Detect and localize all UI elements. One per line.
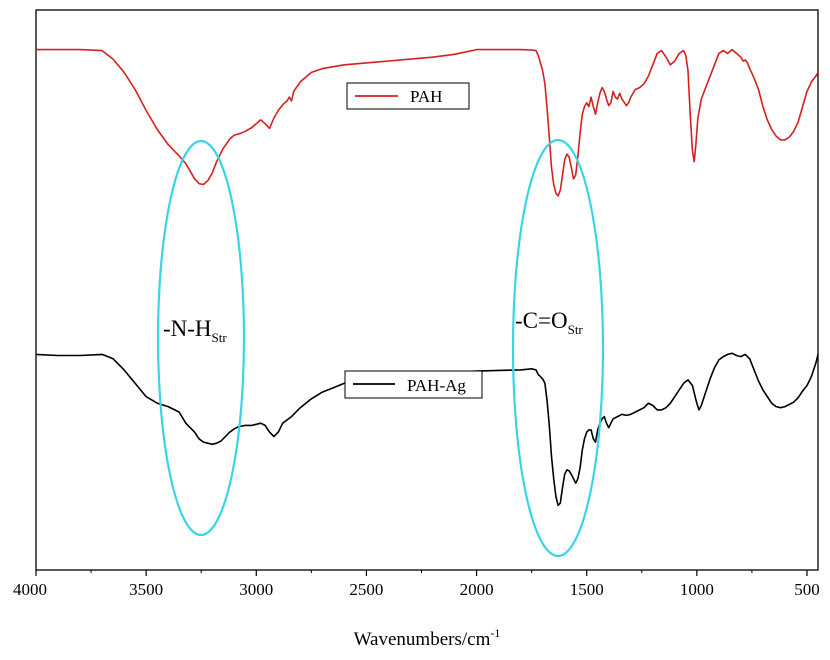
- x-tick-label: 2000: [460, 580, 494, 599]
- x-axis-title: Wavenumbers/cm-1: [354, 626, 501, 650]
- plot-frame: [35, 9, 819, 571]
- co-stretch-annotation-subscript: Str: [568, 322, 584, 337]
- legend-pah: PAH: [346, 82, 470, 110]
- legend-pah-ag: PAH-Ag: [344, 370, 483, 399]
- legend-pah-ag-label: PAH-Ag: [407, 376, 466, 395]
- x-axis: 4000 3500 3000 2500 2000 1500 1000 500: [13, 570, 820, 599]
- legend-pah-label: PAH: [410, 87, 442, 106]
- x-tick-label: 3500: [129, 580, 163, 599]
- x-axis-title-superscript: -1: [490, 626, 500, 640]
- series-group: [35, 48, 819, 507]
- x-tick-label: 4000: [13, 580, 47, 599]
- series-line-pah-ag: [35, 352, 819, 507]
- series-line-pah: [36, 48, 819, 197]
- x-tick-label: 2500: [349, 580, 383, 599]
- nh-stretch-annotation: -N-HStr: [163, 316, 227, 345]
- co-stretch-annotation: -C=OStr: [515, 308, 583, 337]
- co-stretch-highlight-ellipse: [511, 138, 605, 558]
- nh-stretch-highlight-ellipse: [156, 139, 246, 537]
- x-tick-label: 1000: [680, 580, 714, 599]
- nh-stretch-annotation-subscript: Str: [212, 330, 228, 345]
- x-tick-label: 500: [794, 580, 820, 599]
- x-tick-label: 3000: [239, 580, 273, 599]
- x-tick-label: 1500: [570, 580, 604, 599]
